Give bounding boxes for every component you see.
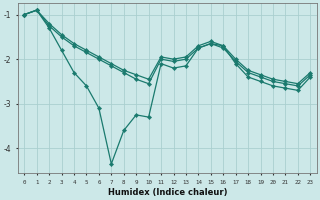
X-axis label: Humidex (Indice chaleur): Humidex (Indice chaleur) xyxy=(108,188,227,197)
